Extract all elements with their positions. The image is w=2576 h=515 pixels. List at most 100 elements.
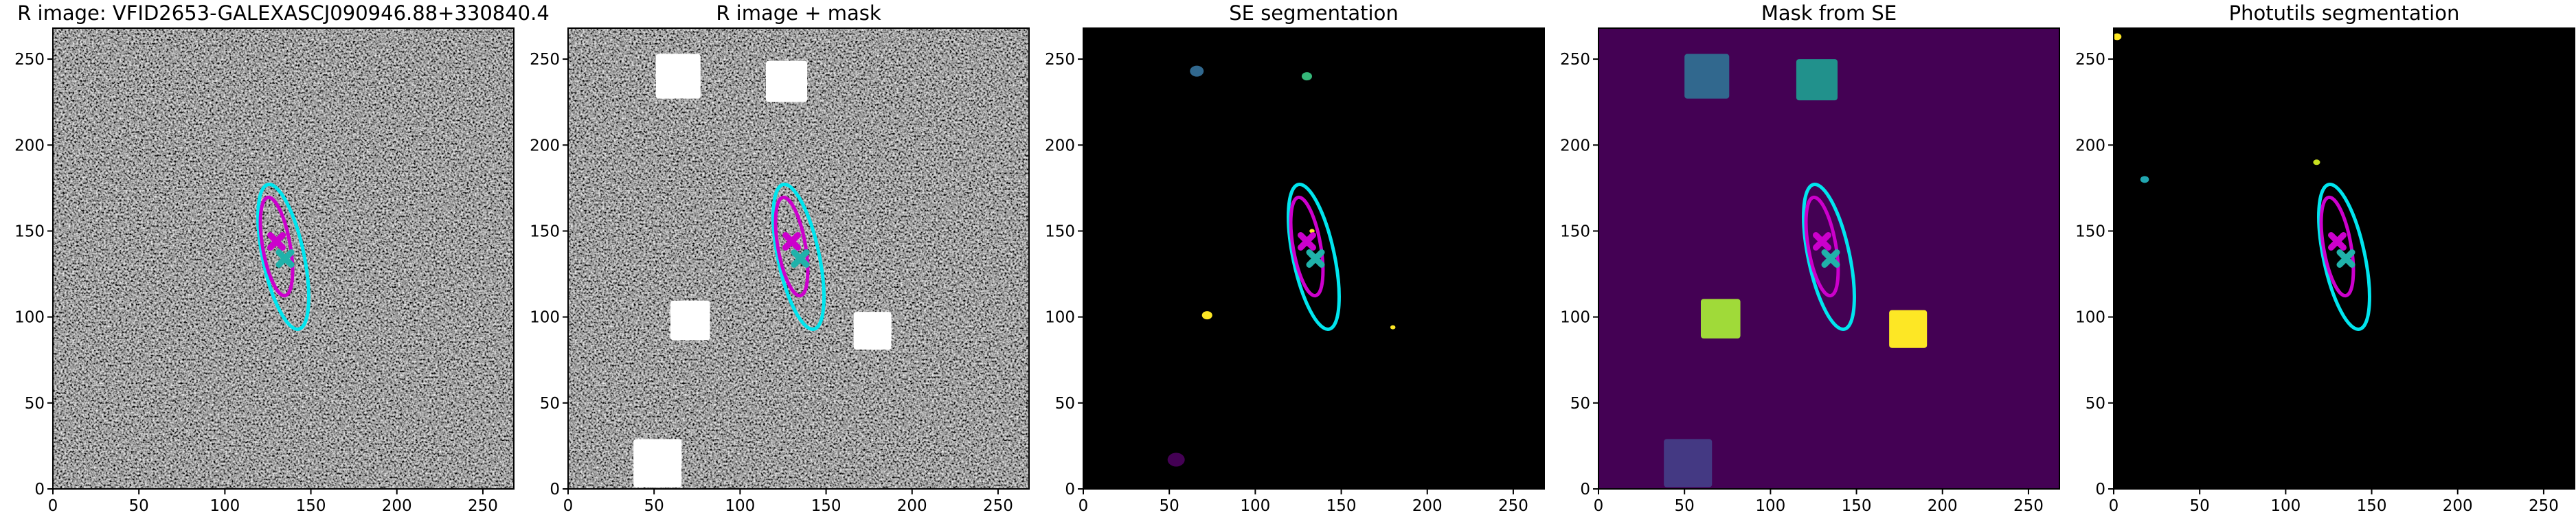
y-tick-label: 0	[2095, 481, 2105, 499]
y-tick-label: 200	[1045, 137, 1075, 154]
marker-stroke	[2336, 249, 2355, 268]
x-tick-label: 50	[2190, 497, 2210, 515]
axes-frame	[1598, 27, 2060, 490]
y-tick-label: 0	[550, 481, 560, 499]
y-tick-label: 100	[14, 309, 45, 327]
y-tick-label: 0	[1065, 481, 1075, 499]
x-tick-label: 250	[983, 497, 1013, 515]
panel-title: R image: VFID2653-GALEXASCJ090946.88+330…	[17, 1, 550, 25]
y-tick-label: 100	[2075, 309, 2105, 327]
y-tick-label: 250	[2075, 51, 2105, 69]
axes-frame	[52, 27, 515, 490]
center-marker	[275, 249, 295, 268]
aperture-ellipse	[771, 183, 826, 331]
aperture-ellipse	[258, 195, 295, 298]
segment-blob	[1167, 453, 1185, 467]
aperture-ellipse	[773, 195, 810, 298]
x-tick-label: 200	[382, 497, 412, 515]
segment-blob	[2140, 176, 2149, 183]
marker-stroke	[1306, 249, 1325, 268]
y-tick-label: 50	[1055, 395, 1075, 413]
x-tick-label: 100	[210, 497, 240, 515]
y-tick-label: 200	[530, 137, 560, 154]
segment-blob	[1301, 72, 1312, 81]
x-tick-label: 100	[2270, 497, 2301, 515]
mask-region	[765, 60, 808, 102]
aperture-ellipse	[1802, 183, 1856, 331]
center-marker	[2327, 231, 2347, 251]
x-tick-label: 100	[1755, 497, 1785, 515]
y-tick-label: 250	[14, 51, 45, 69]
x-tick-label: 200	[1412, 497, 1443, 515]
y-tick-label: 50	[25, 395, 45, 413]
x-tick-label: 150	[1842, 497, 1872, 515]
x-tick-label: 200	[897, 497, 927, 515]
segment-blob	[1309, 229, 1315, 233]
y-tick-label: 250	[1560, 51, 1590, 69]
panel-title: R image + mask	[716, 1, 881, 25]
mask-region	[655, 54, 701, 99]
panel-title: Mask from SE	[1761, 1, 1897, 25]
panel-title: SE segmentation	[1229, 1, 1398, 25]
x-tick-label: 0	[48, 497, 58, 515]
marker-stroke	[1297, 231, 1316, 251]
x-tick-label: 0	[1594, 497, 1604, 515]
center-marker	[1306, 249, 1325, 268]
x-tick-label: 0	[2109, 497, 2119, 515]
axes-frame	[1083, 27, 1545, 490]
x-tick-label: 100	[725, 497, 755, 515]
panel-title: Photutils segmentation	[2229, 1, 2460, 25]
y-tick-label: 150	[530, 222, 560, 240]
x-tick-label: 50	[129, 497, 149, 515]
marker-stroke	[791, 249, 810, 268]
y-tick-label: 0	[34, 481, 45, 499]
axes-frame	[2113, 27, 2575, 490]
x-tick-label: 250	[2013, 497, 2044, 515]
x-tick-label: 250	[2529, 497, 2559, 515]
x-tick-label: 250	[1498, 497, 1528, 515]
y-tick-label: 150	[1560, 222, 1590, 240]
center-marker	[2336, 249, 2355, 268]
aperture-ellipse	[1804, 195, 1840, 298]
x-tick-label: 100	[1240, 497, 1270, 515]
aperture-ellipse	[1289, 195, 1325, 298]
x-tick-label: 150	[2357, 497, 2387, 515]
y-tick-label: 250	[530, 51, 560, 69]
mask-region	[670, 300, 710, 341]
segment-blob	[2114, 33, 2122, 41]
x-tick-label: 150	[1326, 497, 1357, 515]
x-tick-label: 50	[1675, 497, 1695, 515]
mask-region	[1664, 439, 1713, 488]
panel: 0 50 100 150 200 250 0 50 100 150 200 250 SE segment…	[1045, 1, 1545, 515]
y-tick-label: 50	[540, 395, 560, 413]
marker-stroke	[2327, 231, 2347, 251]
aperture-ellipse	[1287, 183, 1341, 331]
y-tick-label: 50	[1570, 395, 1590, 413]
image-area	[53, 28, 514, 489]
panel: 0 50 100 150 200 250 0 50 100 150 200 250 R image + …	[530, 1, 1030, 515]
x-tick-label: 0	[563, 497, 574, 515]
center-marker	[267, 231, 286, 251]
x-tick-label: 200	[2443, 497, 2473, 515]
y-tick-label: 150	[2075, 222, 2105, 240]
y-tick-label: 100	[1560, 309, 1590, 327]
y-tick-label: 50	[2086, 395, 2105, 413]
image-area	[2114, 28, 2575, 489]
x-tick-label: 150	[811, 497, 841, 515]
marker-stroke	[267, 231, 286, 251]
mask-region	[853, 312, 892, 350]
marker-stroke	[1821, 249, 1840, 268]
center-marker	[782, 231, 801, 251]
mask-region	[1889, 310, 1928, 348]
segment-blob	[1201, 311, 1212, 320]
x-tick-label: 50	[644, 497, 664, 515]
center-marker	[1821, 249, 1840, 268]
segment-blob	[1390, 325, 1396, 330]
y-tick-label: 100	[1045, 309, 1075, 327]
x-tick-label: 150	[296, 497, 326, 515]
y-tick-label: 150	[14, 222, 45, 240]
aperture-ellipse	[2319, 195, 2355, 298]
segment-blob	[1190, 65, 1204, 77]
y-tick-label: 100	[530, 309, 560, 327]
